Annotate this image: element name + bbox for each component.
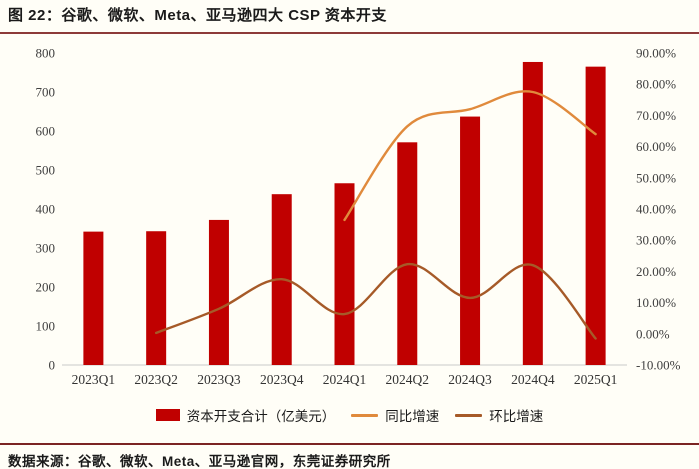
left-axis-tick: 600 xyxy=(36,124,56,139)
qoq-line-swatch xyxy=(455,413,483,417)
left-axis-tick: 200 xyxy=(36,280,56,295)
legend-label-qoq: 环比增速 xyxy=(489,409,544,424)
x-axis-category-label: 2025Q1 xyxy=(574,372,618,387)
capex-bar xyxy=(208,219,229,365)
right-axis-tick: 0.00% xyxy=(636,326,670,341)
capex-combo-chart: 800 700 600 500 400 300 200 100 0 90.00% 80.00% 70.… xyxy=(36,46,681,388)
right-axis-tick: 60.00% xyxy=(636,139,676,154)
chart-legend: 资本开支合计（亿美元） 同比增速 环比增速 xyxy=(0,402,699,428)
figure-title: 图 22：谷歌、微软、Meta、亚马逊四大 CSP 资本开支 xyxy=(8,7,387,24)
legend-item-capex: 资本开支合计（亿美元） xyxy=(155,405,336,425)
right-axis-tick: 70.00% xyxy=(636,108,676,123)
yoy-growth-line xyxy=(343,90,597,222)
left-axis-tick: 300 xyxy=(36,241,56,256)
x-axis-category-label: 2023Q3 xyxy=(197,372,241,387)
capex-bar xyxy=(585,66,606,366)
x-axis-category-label: 2024Q4 xyxy=(511,372,555,387)
legend-label-yoy: 同比增速 xyxy=(385,409,440,424)
left-axis-tick: 100 xyxy=(36,319,56,334)
capex-bar xyxy=(522,61,543,365)
capex-bar xyxy=(146,231,167,365)
figure-title-bar: 图 22：谷歌、微软、Meta、亚马逊四大 CSP 资本开支 xyxy=(0,0,699,34)
figure-source: 数据来源：谷歌、微软、Meta、亚马逊官网，东莞证券研究所 xyxy=(8,454,391,469)
legend-label-capex: 资本开支合计（亿美元） xyxy=(186,409,336,424)
right-axis-tick: 80.00% xyxy=(636,77,676,92)
x-axis-category-label: 2023Q1 xyxy=(72,372,116,387)
left-axis-tick: 0 xyxy=(49,358,56,373)
capex-bar-swatch xyxy=(155,409,180,421)
capex-bar xyxy=(397,142,418,365)
right-axis-tick: 90.00% xyxy=(636,46,676,61)
legend-item-yoy: 同比增速 xyxy=(351,405,439,425)
yoy-line-swatch xyxy=(351,413,379,417)
right-axis-tick: 40.00% xyxy=(636,202,676,217)
x-axis-category-label: 2023Q2 xyxy=(134,372,178,387)
legend-item-qoq: 环比增速 xyxy=(455,405,543,425)
left-axis-tick: 500 xyxy=(36,163,56,178)
x-axis-category-label: 2024Q1 xyxy=(323,372,367,387)
capex-bar xyxy=(460,116,481,365)
right-axis-tick: -10.00% xyxy=(636,358,681,373)
left-axis-tick: 800 xyxy=(36,46,56,61)
x-axis-category-label: 2024Q2 xyxy=(386,372,430,387)
left-axis-tick: 700 xyxy=(36,85,56,100)
qoq-growth-line xyxy=(155,262,597,340)
capex-bar xyxy=(334,183,355,365)
x-axis-category-label: 2023Q4 xyxy=(260,372,304,387)
right-axis-tick: 20.00% xyxy=(636,264,676,279)
x-axis-category-label: 2024Q3 xyxy=(448,372,492,387)
figure-source-bar: 数据来源：谷歌、微软、Meta、亚马逊官网，东莞证券研究所 xyxy=(0,443,699,469)
capex-bar xyxy=(83,231,104,365)
right-axis-tick: 30.00% xyxy=(636,233,676,248)
right-axis-tick: 50.00% xyxy=(636,170,676,185)
left-axis-tick: 400 xyxy=(36,202,56,217)
right-axis-tick: 10.00% xyxy=(636,295,676,310)
